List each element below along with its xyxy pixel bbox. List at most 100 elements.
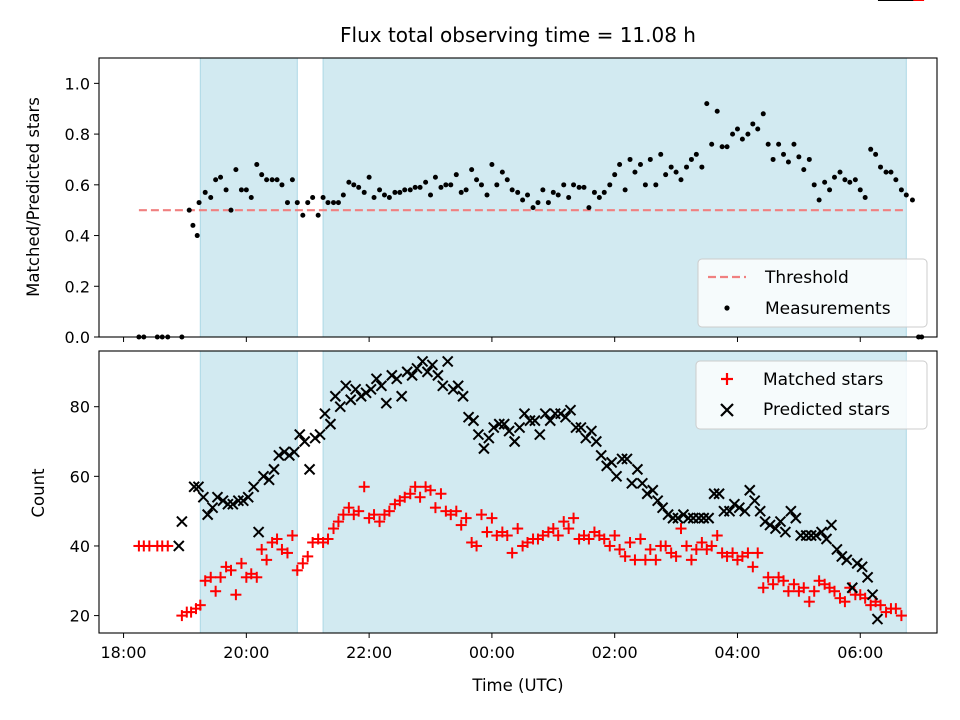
measurement-point	[837, 169, 843, 175]
matched-point	[374, 516, 386, 528]
matched-point	[337, 509, 349, 521]
predicted-point	[841, 554, 853, 566]
predicted-point	[805, 529, 817, 542]
measurement-point	[770, 156, 776, 162]
predicted-stars-series	[173, 0, 914, 625]
predicted-point	[871, 613, 884, 625]
measurement-point	[233, 167, 239, 173]
matched-point	[297, 557, 309, 569]
measurement-point	[739, 136, 745, 142]
predicted-point	[595, 449, 607, 462]
measurement-point	[509, 187, 515, 193]
predicted-point	[441, 355, 454, 368]
measurement-point	[724, 144, 730, 150]
predicted-point	[217, 494, 229, 507]
matched-point	[890, 603, 902, 615]
measurement-point	[438, 184, 444, 190]
matched-point	[828, 585, 840, 597]
measurement-point	[520, 197, 526, 203]
matched-legend-swatch	[721, 373, 733, 385]
measurement-point	[816, 197, 822, 203]
measurement-point	[484, 192, 490, 198]
predicted-point	[173, 540, 185, 552]
predicted-point	[380, 397, 393, 409]
predicted-point	[769, 522, 782, 535]
predicted-point	[294, 428, 306, 441]
bottom-y-ticks: 20 40 60 80	[70, 398, 99, 626]
predicted-point	[748, 494, 761, 507]
predicted-point	[472, 428, 485, 441]
predicted-point	[309, 432, 321, 444]
predicted-point	[677, 508, 690, 521]
measurement-point	[755, 126, 761, 132]
measurement-point	[377, 187, 383, 193]
top-panel: 0.0 0.2 0.4 0.6 0.8 1.0 Matched/Predicted sta…	[24, 57, 938, 347]
predicted-point	[774, 515, 787, 528]
predicted-point	[861, 571, 874, 584]
measurement-point	[622, 187, 628, 193]
measurement-point	[504, 177, 510, 183]
matched-point	[598, 533, 610, 545]
top-plot-frame	[98, 57, 938, 338]
measurement-point	[371, 195, 377, 200]
measurement-point	[831, 174, 837, 180]
y-tick-label: 0.4	[65, 227, 90, 246]
predicted-point	[790, 512, 802, 524]
predicted-point	[851, 557, 863, 570]
matched-point	[481, 526, 493, 538]
predicted-point	[248, 481, 260, 493]
predicted-point	[744, 484, 756, 496]
predicted-point	[206, 501, 219, 514]
matched-point	[205, 571, 217, 583]
measurement-point	[453, 172, 459, 178]
predicted-point	[846, 582, 858, 594]
matched-point	[235, 557, 247, 569]
matched-point	[736, 550, 748, 562]
predicted-point	[421, 366, 434, 378]
measurement-point	[601, 189, 607, 195]
x-tick-label: 00:00	[469, 643, 515, 662]
matched-point	[230, 589, 242, 601]
measurement-point	[627, 156, 633, 162]
matched-point	[681, 540, 693, 552]
predicted-point	[283, 449, 296, 462]
predicted-point	[437, 380, 449, 392]
measurement-point	[474, 177, 480, 183]
bottom-panel: 18:00 20:00 22:00 00:00 02:00 04:00 06:00 20 40…	[29, 0, 938, 695]
predicted-point	[820, 533, 833, 545]
measurement-point	[586, 205, 592, 211]
predicted-point	[227, 498, 239, 510]
predicted-point	[524, 414, 536, 427]
matched-point	[696, 536, 708, 548]
matched-point	[782, 585, 794, 597]
measurement-point	[898, 187, 904, 193]
matched-point	[261, 554, 273, 566]
matched-point	[752, 547, 764, 559]
matched-point	[895, 610, 907, 622]
predicted-legend-swatch	[720, 403, 734, 417]
predicted-point	[462, 411, 475, 423]
predicted-point	[278, 446, 291, 458]
matched-point	[471, 540, 483, 552]
predicted-point	[303, 463, 316, 476]
measurements-series	[136, 101, 925, 340]
predicted-point	[564, 404, 577, 416]
measurement-point	[540, 187, 546, 193]
x-axis-label: Time (UTC)	[471, 676, 563, 695]
matched-point	[506, 547, 518, 559]
predicted-point	[601, 460, 613, 472]
matched-point	[414, 491, 426, 503]
matched-point	[215, 571, 227, 583]
matched-point	[399, 491, 411, 503]
matched-point	[445, 509, 457, 521]
matched-point	[788, 578, 800, 590]
measurement-point	[883, 169, 889, 175]
measurement-point	[842, 177, 848, 183]
measurement-point	[494, 182, 500, 188]
matched-point	[353, 505, 365, 517]
predicted-point	[508, 435, 521, 448]
measurement-point	[340, 192, 346, 198]
matched-point	[660, 540, 672, 552]
matched-point	[429, 502, 441, 514]
measurement-point	[668, 164, 674, 170]
